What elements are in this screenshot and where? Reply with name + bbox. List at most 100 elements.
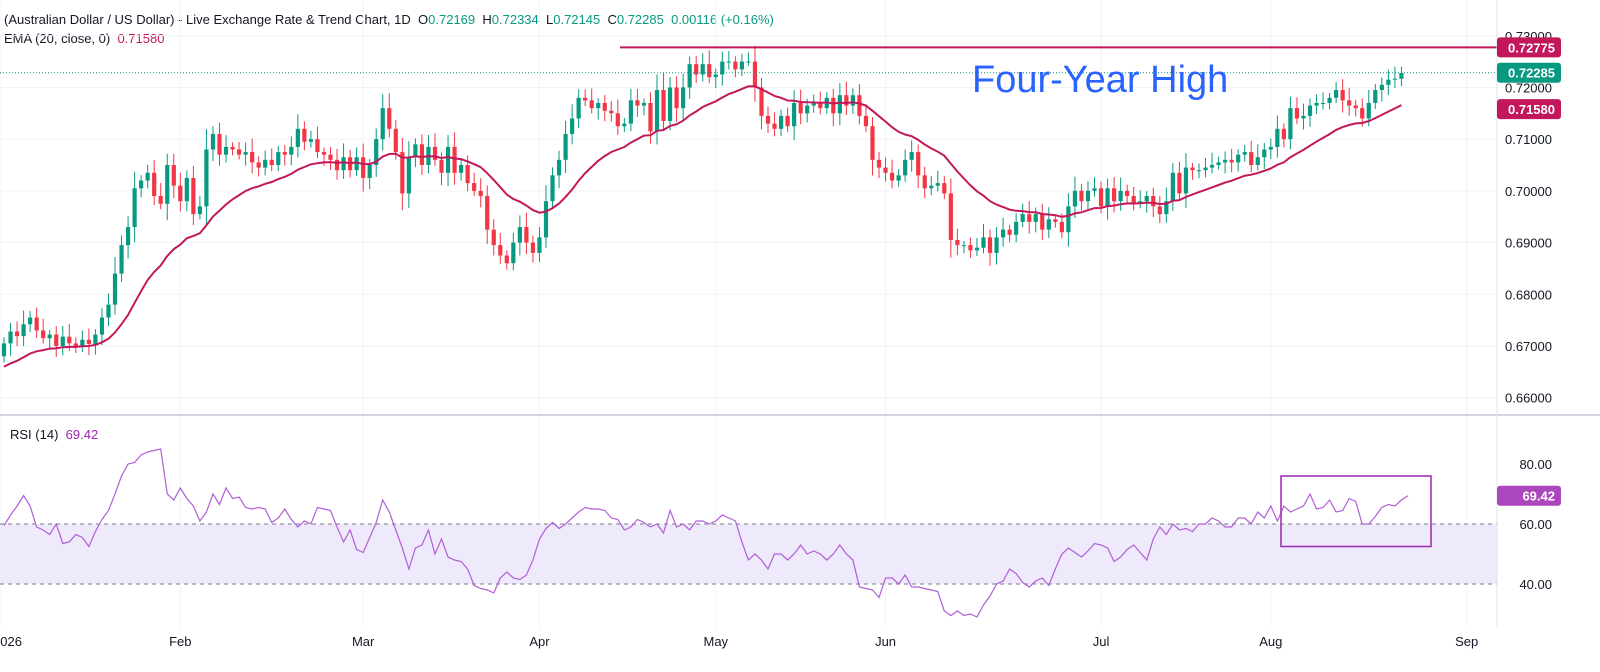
candle-body [328, 154, 333, 160]
candle-body [1366, 102, 1371, 119]
candle-body [491, 229, 496, 246]
candle-body [341, 157, 346, 171]
candle-body [1320, 102, 1326, 104]
candle [34, 307, 39, 338]
candle [543, 185, 549, 249]
ema-legend[interactable]: EMA (20, close, 0) 0.71580 [4, 31, 164, 46]
candle [54, 326, 59, 357]
candle-body [961, 245, 967, 247]
price-axis[interactable]: 0.730000.720000.710000.700000.690000.680… [1505, 29, 1552, 406]
candle-body [308, 139, 314, 142]
candle-body [1229, 159, 1234, 163]
candle [1294, 97, 1300, 125]
candle-body [73, 343, 78, 347]
time-tick-label: 2026 [0, 634, 22, 649]
candle-body [1347, 100, 1352, 106]
candle [1053, 214, 1058, 228]
candle [60, 325, 65, 356]
candle [563, 120, 568, 174]
candle [667, 76, 673, 131]
candle [726, 51, 731, 70]
candle [863, 103, 869, 132]
candle-body [41, 330, 46, 339]
candle-body [681, 87, 686, 109]
candle-body [465, 165, 470, 184]
candle-body [1164, 201, 1169, 215]
candle-body [733, 61, 738, 70]
candle-body [112, 273, 118, 305]
candle [700, 53, 705, 82]
price-tag: 0.72285 [1497, 62, 1561, 83]
candle-body [236, 149, 242, 155]
candle [1386, 69, 1391, 95]
candle-body [987, 237, 993, 253]
candle [263, 150, 268, 176]
rsi-legend[interactable]: RSI (14) 69.42 [10, 427, 98, 442]
candle [1281, 123, 1286, 148]
candle-body [942, 183, 947, 194]
open-label: O [418, 12, 429, 27]
candle-body [334, 159, 340, 171]
price-tick-label: 0.68000 [1505, 287, 1552, 302]
candle-body [132, 188, 137, 228]
candle [139, 175, 144, 198]
rsi-axis[interactable]: 80.00 60.00 40.00 [1519, 457, 1552, 592]
candle-body [419, 144, 425, 166]
candle-body [811, 102, 816, 106]
candle-body [106, 304, 111, 318]
candle-body [432, 146, 438, 160]
candle-body [1294, 108, 1300, 119]
candle [1177, 161, 1182, 201]
candle-body [472, 183, 477, 191]
candle-body [700, 64, 705, 75]
candle [1007, 224, 1012, 243]
candle-body [269, 159, 274, 166]
candle [1223, 151, 1228, 174]
candle [556, 150, 562, 189]
candle-body [1177, 172, 1182, 194]
candle [615, 99, 620, 135]
candle-body [909, 152, 914, 160]
candle [707, 50, 712, 84]
candle-body [1327, 97, 1332, 103]
candle-body [54, 334, 59, 346]
candle [1320, 92, 1326, 110]
candle [1334, 82, 1339, 104]
candle-body [1392, 78, 1397, 80]
candle-body [609, 110, 614, 114]
candle-body [661, 90, 666, 122]
candle [955, 228, 960, 256]
candles [1, 45, 1404, 363]
candle [1196, 163, 1202, 179]
candle-body [14, 331, 20, 337]
grid-lines [0, 0, 1497, 627]
price-tag: 0.72775 [1497, 37, 1561, 58]
candle-body [1033, 214, 1038, 222]
candle-body [948, 193, 953, 240]
time-tick-label: Jun [875, 634, 896, 649]
candle [831, 88, 836, 127]
candle [935, 170, 940, 192]
ema-value: 0.71580 [117, 31, 165, 46]
candle [1183, 153, 1189, 208]
candle-body [1157, 206, 1162, 215]
candle-body [1373, 90, 1378, 103]
candle [374, 128, 379, 177]
candle-body [1072, 190, 1078, 207]
candle-body [1092, 188, 1097, 191]
candle [302, 121, 307, 151]
candle-body [282, 152, 287, 155]
time-axis[interactable]: 2026 Feb Mar Apr May Jun Jul Aug Sep [0, 634, 1478, 649]
rsi-tick-label: 40.00 [1519, 577, 1552, 592]
candle [1373, 83, 1378, 110]
candle [909, 140, 914, 172]
candle-body [635, 100, 640, 106]
price-tags: 0.72775 0.72285 0.71580 69.42 [1497, 37, 1561, 506]
candle-body [1353, 105, 1358, 109]
candle [28, 311, 33, 332]
candle [80, 330, 85, 353]
candle-body [145, 172, 150, 181]
candle [1066, 193, 1071, 247]
low-value: 0.72145 [553, 12, 601, 27]
